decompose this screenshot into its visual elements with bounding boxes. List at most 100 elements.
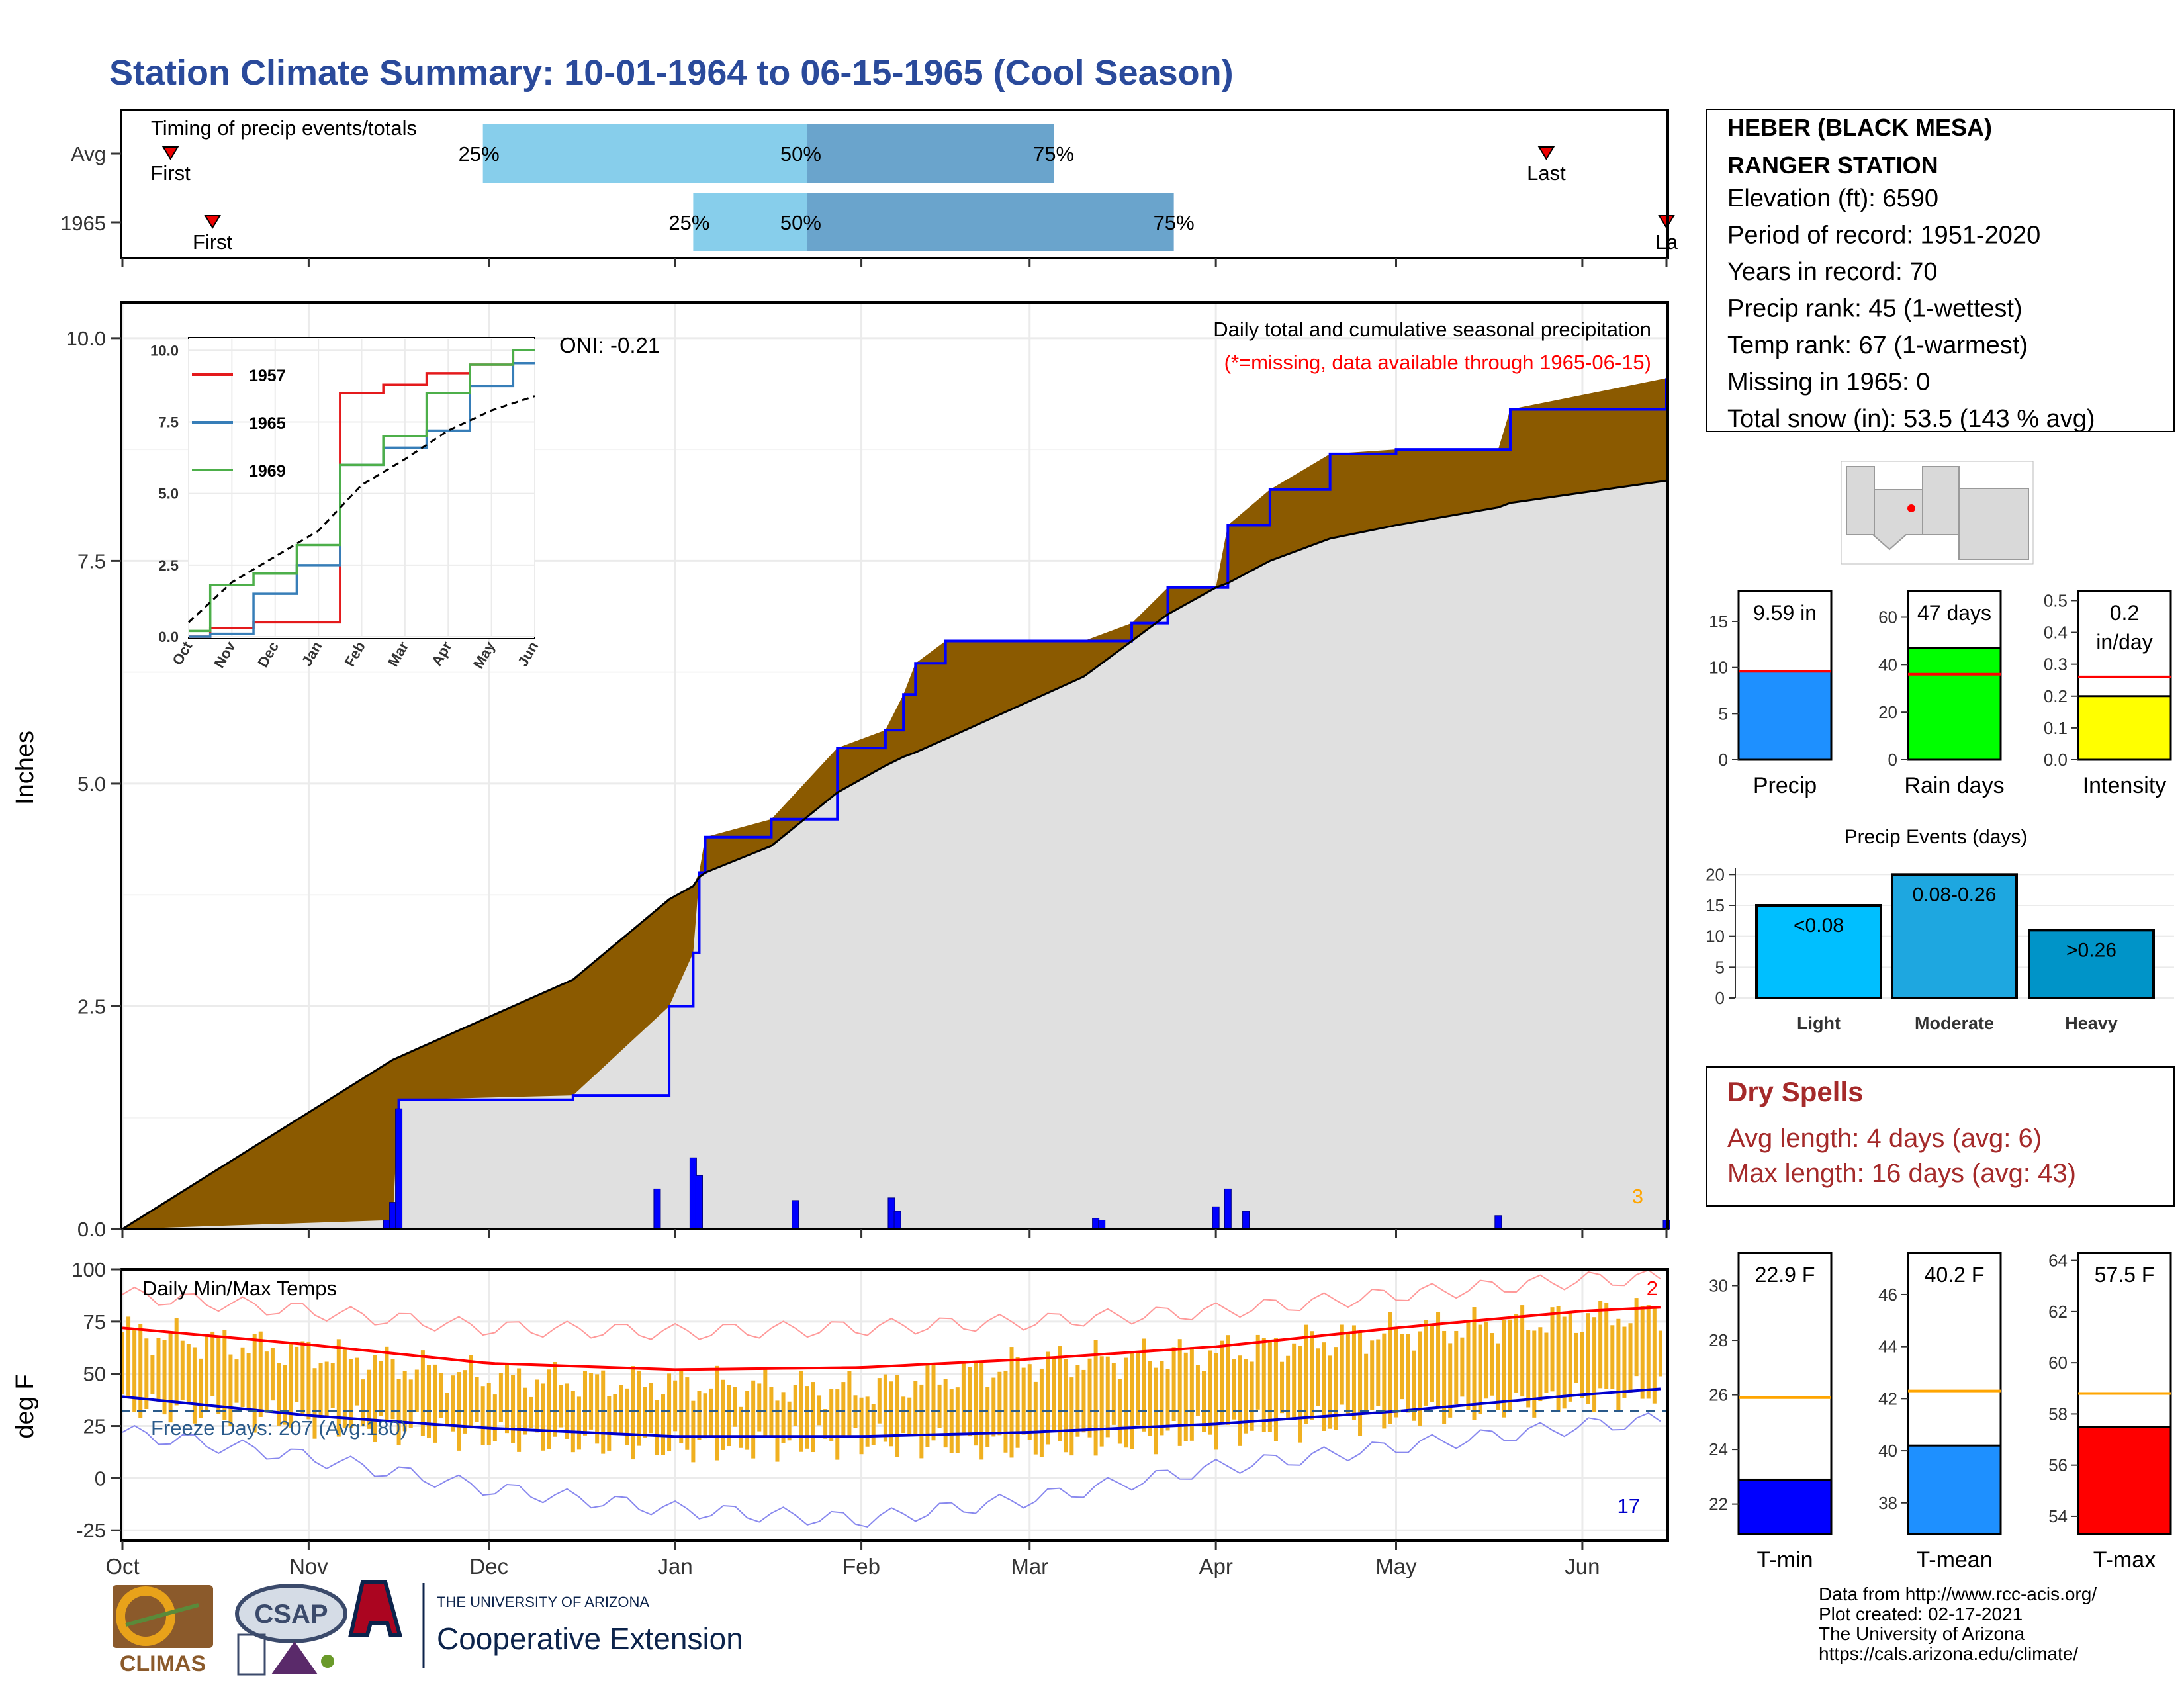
intensity-stat-bar	[2077, 695, 2172, 761]
tmax-stat-ytick: 58	[2048, 1404, 2068, 1424]
daily-temp-bar	[426, 1365, 431, 1438]
precip-stat-ytick: 5	[1719, 704, 1728, 723]
daily-temp-bar	[1123, 1357, 1128, 1448]
daily-temp-bar	[974, 1362, 978, 1446]
temp-count-high: 2	[1647, 1277, 1658, 1300]
tmax-stat-bar	[2077, 1426, 2172, 1535]
daily-temp-bar	[1267, 1341, 1272, 1432]
daily-temp-bar	[1430, 1324, 1434, 1402]
daily-temp-bar	[931, 1363, 936, 1441]
daily-temp-bar	[817, 1395, 822, 1426]
daily-temp-bar	[793, 1385, 797, 1426]
daily-temp-bar	[1226, 1335, 1230, 1425]
tmax-stat: 54 56 58 60 62 64 57.5 F T-max	[2048, 1251, 2172, 1573]
event-category-label: Light	[1797, 1013, 1841, 1033]
station-info-line: Missing in 1965: 0	[1727, 369, 1930, 396]
inset-ytick: 2.5	[158, 557, 179, 574]
daily-temp-bar	[126, 1316, 131, 1396]
daily-temp-bar	[1064, 1359, 1068, 1453]
inset-legend-1969: 1969	[249, 462, 286, 480]
precip-stat-ytick: 10	[1709, 658, 1728, 678]
daily-temp-bar	[661, 1394, 666, 1455]
daily-temp-bar	[835, 1389, 840, 1460]
daily-temp-bar	[1298, 1346, 1302, 1443]
daily-temp-bar	[1351, 1325, 1356, 1420]
daily-temp-bar	[691, 1400, 696, 1463]
daily-temp-bar	[685, 1377, 690, 1450]
daily-temp-bar	[769, 1387, 774, 1438]
daily-temp-bar	[1069, 1377, 1074, 1456]
precip-stat-bar	[1737, 670, 1833, 761]
daily-temp-bar	[1130, 1352, 1134, 1449]
climas-logo: CLIMAS	[113, 1585, 213, 1676]
daily-temp-bar	[1310, 1331, 1314, 1420]
daily-temp-bar	[1160, 1361, 1164, 1436]
precip-stat-xlabel: Precip	[1753, 773, 1817, 798]
daily-temp-bar	[1093, 1340, 1098, 1456]
daily-temp-bar	[367, 1369, 371, 1429]
intensity-stat-ytick: 0.1	[2044, 718, 2068, 738]
daily-temp-bar	[1604, 1303, 1609, 1389]
daily-temp-bar	[318, 1363, 323, 1416]
observed-cumulative-line	[122, 378, 1668, 1230]
tmax-stat-xlabel: T-max	[2093, 1547, 2156, 1573]
precip-ytick: 7.5	[77, 549, 106, 572]
dry-spells-avg: Avg length: 4 days (avg: 6)	[1727, 1124, 2042, 1153]
timing-label-25: 25%	[668, 211, 709, 234]
daily-temp-bar	[907, 1397, 912, 1435]
daily-precip-bar	[893, 1211, 901, 1230]
daily-temp-bar	[1328, 1355, 1332, 1429]
daily-temp-bar	[150, 1355, 155, 1394]
rain-days-stat-ytick: 0	[1888, 750, 1897, 770]
daily-temp-bar	[799, 1370, 803, 1452]
timing-title: Timing of precip events/totals	[151, 116, 417, 140]
dry-spells-box: Dry Spells Avg length: 4 days (avg: 6) M…	[1706, 1066, 2175, 1207]
daily-temp-bar	[1099, 1356, 1104, 1447]
daily-temp-bar	[199, 1358, 203, 1418]
daily-temp-bar	[1406, 1334, 1410, 1413]
ua-logo: THE UNIVERSITY OF ARIZONA Cooperative Ex…	[348, 1580, 743, 1668]
daily-temp-bar	[469, 1355, 473, 1429]
daily-temp-bar	[745, 1391, 750, 1450]
daily-temp-bar	[1189, 1347, 1194, 1441]
timing-label-75: 75%	[1154, 211, 1195, 234]
daily-temp-bar	[390, 1359, 395, 1420]
csap-logo-text: CSAP	[254, 1600, 328, 1629]
daily-temp-bar	[955, 1387, 960, 1453]
daily-temp-bar	[1634, 1298, 1639, 1377]
daily-temp-bar	[1075, 1365, 1080, 1437]
daily-temp-bar	[1171, 1347, 1176, 1422]
month-tick-label: Feb	[842, 1554, 880, 1578]
daily-temp-bar	[559, 1385, 563, 1428]
tmin-stat-ytick: 24	[1709, 1440, 1728, 1459]
daily-temp-bar	[1436, 1312, 1441, 1408]
station-location-marker	[1907, 504, 1915, 512]
temp-stat-bar-charts: 22 24 26 28 30 22.9 F T-min 38 40 42 44 46 40.2 F T-m…	[1709, 1251, 2172, 1573]
tmean-stat-ytick: 46	[1878, 1285, 1897, 1304]
daily-precip-bar	[887, 1197, 895, 1230]
daily-temp-bar	[1460, 1337, 1465, 1397]
daily-temp-bar	[336, 1339, 341, 1437]
daily-temp-bar	[1232, 1359, 1236, 1420]
daily-temp-bar	[1322, 1342, 1326, 1431]
dry-spells-max: Max length: 16 days (avg: 43)	[1727, 1159, 2076, 1188]
tmean-stat-ytick: 44	[1878, 1337, 1897, 1357]
tmax-stat-ytick: 62	[2048, 1302, 2068, 1322]
daily-precip-bar	[1224, 1188, 1232, 1230]
month-tick-label: Apr	[1199, 1554, 1232, 1578]
daily-temp-bar	[1628, 1323, 1633, 1393]
daily-temp-bar	[1646, 1305, 1651, 1399]
daily-temp-bar	[475, 1377, 479, 1422]
daily-temp-bar	[355, 1357, 359, 1406]
daily-temp-bar	[324, 1361, 329, 1416]
daily-temp-bar	[486, 1383, 491, 1445]
tmax-stat-ytick: 56	[2048, 1455, 2068, 1475]
daily-temp-bar	[1027, 1364, 1032, 1440]
daily-temp-bar	[1640, 1306, 1645, 1399]
normal-cumulative-area	[122, 480, 1666, 1230]
daily-temp-bar	[1616, 1318, 1621, 1412]
rain-days-stat: 0 20 40 60 47 days Rain days	[1878, 590, 2005, 798]
daily-temp-bar	[1334, 1347, 1338, 1430]
ua-small-text: THE UNIVERSITY OF ARIZONA	[437, 1594, 649, 1610]
events-title: Precip Events (days)	[1844, 826, 2028, 848]
